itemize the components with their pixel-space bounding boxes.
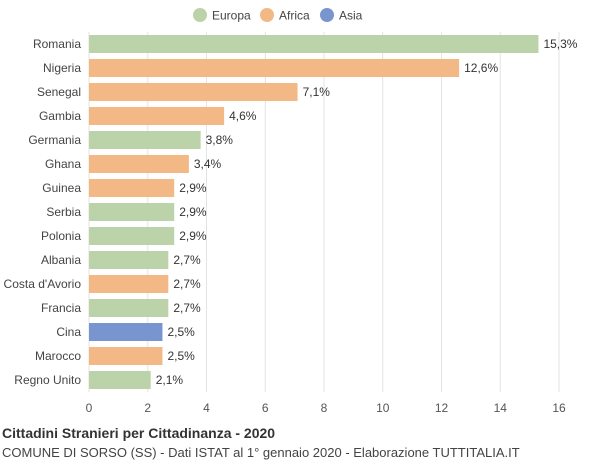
category-label: Serbia bbox=[46, 205, 81, 219]
category-label: Marocco bbox=[35, 349, 81, 363]
value-label: 2,7% bbox=[173, 277, 201, 291]
bar bbox=[89, 131, 201, 149]
x-tick-label: 16 bbox=[552, 401, 566, 415]
value-label: 2,9% bbox=[179, 205, 207, 219]
bar bbox=[89, 323, 163, 341]
x-tick-label: 8 bbox=[321, 401, 328, 415]
bar bbox=[89, 155, 189, 173]
value-label: 4,6% bbox=[229, 109, 257, 123]
bar bbox=[89, 227, 175, 245]
legend-label: Africa bbox=[279, 9, 310, 23]
category-label: Cina bbox=[56, 325, 81, 339]
legend-swatch bbox=[320, 8, 334, 22]
bar bbox=[89, 371, 151, 389]
category-label: Albania bbox=[41, 253, 81, 267]
category-label: Guinea bbox=[42, 181, 81, 195]
x-tick-label: 14 bbox=[494, 401, 508, 415]
bar-chart: Europa Africa Asia Romania 15,3% Nigeria 12,6… bbox=[4, 8, 578, 415]
value-label: 2,9% bbox=[179, 181, 207, 195]
chart-title: Cittadini Stranieri per Cittadinanza - 2… bbox=[2, 425, 276, 441]
bar bbox=[89, 35, 539, 53]
category-label: Senegal bbox=[37, 85, 81, 99]
value-label: 2,5% bbox=[167, 325, 195, 339]
legend: Europa Africa Asia bbox=[193, 8, 363, 23]
x-tick-label: 4 bbox=[203, 401, 210, 415]
value-label: 2,1% bbox=[156, 373, 184, 387]
category-label: Romania bbox=[33, 37, 81, 51]
category-label: Gambia bbox=[39, 109, 81, 123]
chart-subtitle: COMUNE DI SORSO (SS) - Dati ISTAT al 1° … bbox=[2, 445, 520, 460]
value-label: 2,7% bbox=[173, 301, 201, 315]
bar bbox=[89, 347, 163, 365]
value-label: 3,4% bbox=[194, 157, 222, 171]
bar bbox=[89, 203, 175, 221]
bars: Romania 15,3% Nigeria 12,6% Senegal 7,1% Gambi… bbox=[4, 35, 578, 389]
value-label: 7,1% bbox=[303, 85, 331, 99]
category-label: Nigeria bbox=[43, 61, 81, 75]
value-label: 15,3% bbox=[543, 37, 577, 51]
legend-label: Europa bbox=[212, 9, 251, 23]
legend-swatch bbox=[193, 8, 207, 22]
x-tick-label: 0 bbox=[86, 401, 93, 415]
category-label: Germania bbox=[28, 133, 81, 147]
legend-label: Asia bbox=[339, 9, 363, 23]
bar bbox=[89, 83, 298, 101]
value-label: 2,9% bbox=[179, 229, 207, 243]
value-label: 12,6% bbox=[464, 61, 498, 75]
bar bbox=[89, 107, 225, 125]
category-label: Ghana bbox=[45, 157, 81, 171]
legend-swatch bbox=[260, 8, 274, 22]
category-label: Regno Unito bbox=[14, 373, 81, 387]
value-label: 2,5% bbox=[167, 349, 195, 363]
value-label: 3,8% bbox=[206, 133, 234, 147]
bar bbox=[89, 179, 175, 197]
x-tick-label: 12 bbox=[435, 401, 449, 415]
x-tick-label: 10 bbox=[376, 401, 390, 415]
value-label: 2,7% bbox=[173, 253, 201, 267]
category-label: Francia bbox=[41, 301, 81, 315]
x-tick-label: 2 bbox=[144, 401, 151, 415]
category-label: Costa d'Avorio bbox=[4, 277, 82, 291]
bar bbox=[89, 59, 460, 77]
x-tick-label: 6 bbox=[262, 401, 269, 415]
bar bbox=[89, 275, 169, 293]
bar bbox=[89, 299, 169, 317]
bar bbox=[89, 251, 169, 269]
x-axis: 0 2 4 6 8 10 12 14 16 bbox=[86, 401, 566, 415]
category-label: Polonia bbox=[41, 229, 81, 243]
